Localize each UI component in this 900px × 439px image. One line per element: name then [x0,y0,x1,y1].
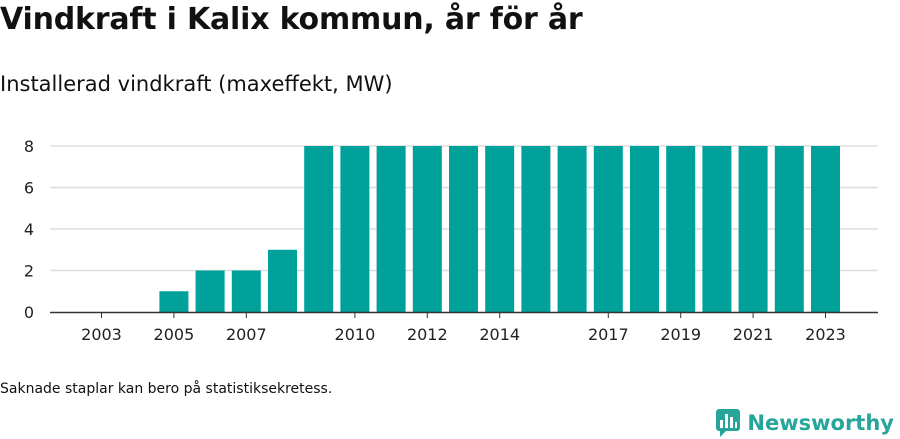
bar-2005 [159,291,189,312]
y-tick-label: 2 [24,262,34,281]
bar-chart-bubble-icon [716,409,741,437]
bar-2009 [304,146,334,312]
bars [159,146,840,312]
bar-2022 [774,146,804,312]
bar-2018 [630,146,659,312]
x-tick-label: 2005 [154,325,195,344]
bar-2016 [557,146,587,312]
x-tick-label: 2010 [335,325,376,344]
chart-subtitle: Installerad vindkraft (maxeffekt, MW) [0,72,393,96]
bar-2019 [666,146,696,312]
footnote: Saknade staplar kan bero på statistiksek… [0,381,333,397]
y-tick-label: 4 [24,220,34,239]
x-tick-label: 2021 [733,325,774,344]
chart-title: Vindkraft i Kalix kommun, år för år [0,2,583,37]
y-axis-ticks: 0 2 4 6 8 [24,137,34,322]
x-tick-label: 2003 [81,325,122,344]
y-tick-label: 0 [24,303,34,322]
bar-2006 [195,270,225,312]
x-tick-label: 2014 [479,325,520,344]
bar-2015 [521,146,551,312]
x-axis-ticks: 2003 2005 2007 2010 2012 2014 2017 2019 2021 2023 [81,313,846,344]
bar-2017 [593,146,623,312]
bar-2007 [231,270,261,312]
bar-2012 [412,146,442,312]
bar-2008 [268,249,297,312]
x-tick-label: 2017 [588,325,629,344]
bar-2013 [449,146,478,312]
bar-2021 [738,146,768,312]
x-tick-label: 2019 [660,325,701,344]
x-tick-label: 2023 [805,325,846,344]
x-tick-label: 2012 [407,325,448,344]
bar-2011 [376,146,406,312]
newsworthy-logo[interactable]: Newsworthy [715,408,894,438]
x-tick-label: 2007 [226,325,267,344]
bar-2014 [485,146,515,312]
bar-2010 [340,146,370,312]
bar-2020 [702,146,732,312]
y-tick-label: 6 [24,179,34,198]
brand-name: Newsworthy [747,411,894,435]
y-tick-label: 8 [24,137,34,156]
bar-2023 [811,146,840,312]
